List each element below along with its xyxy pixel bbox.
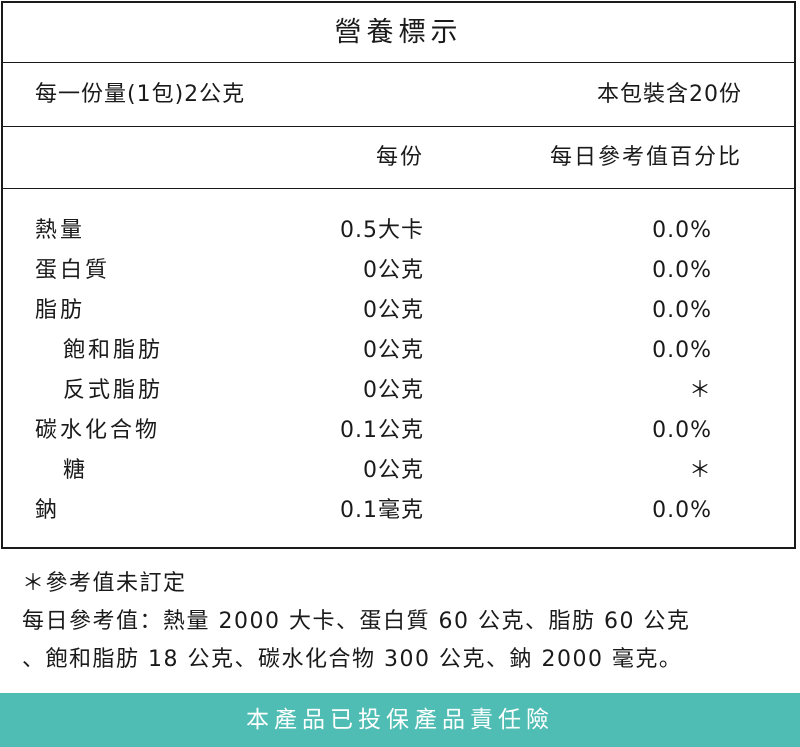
nutrient-amount: 0公克 — [363, 338, 424, 363]
serving-row: 每一份量(1包)2公克 本包裝含20份 — [3, 63, 794, 127]
nutrient-daily-value: 0.0% — [652, 258, 712, 283]
nutrient-list: 熱量 0.5大卡 0.0% 蛋白質 0公克 0.0% 脂肪 0公克 0.0% 飽… — [3, 211, 794, 531]
nutrient-name: 碳水化合物 — [35, 418, 161, 443]
nutrient-name: 飽和脂肪 — [63, 338, 164, 363]
column-header-per-serving: 每份 — [375, 145, 424, 170]
nutrient-amount: 0公克 — [363, 258, 424, 283]
nutrient-name: 糖 — [63, 458, 89, 483]
nutrient-daily-value: 0.0% — [652, 218, 712, 243]
nutrient-name: 反式脂肪 — [63, 378, 164, 403]
column-header-row: 每份 每日參考值百分比 — [3, 127, 794, 189]
nutrient-daily-value: 0.0% — [652, 298, 712, 323]
nutrient-name: 鈉 — [35, 498, 61, 523]
nutrient-daily-value: 0.0% — [652, 498, 712, 523]
nutrient-name: 熱量 — [35, 218, 86, 243]
nutrition-facts-table: 營養標示 每一份量(1包)2公克 本包裝含20份 每份 每日參考值百分比 熱量 … — [1, 1, 796, 549]
nutrient-row-carbohydrate: 碳水化合物 0.1公克 0.0% — [3, 411, 794, 451]
serving-size: 每一份量(1包)2公克 — [35, 82, 246, 107]
nutrient-daily-value: ＊ — [688, 378, 712, 403]
nutrient-daily-value: 0.0% — [652, 338, 712, 363]
nutrient-row-protein: 蛋白質 0公克 0.0% — [3, 251, 794, 291]
nutrient-row-calories: 熱量 0.5大卡 0.0% — [3, 211, 794, 251]
nutrient-row-fat: 脂肪 0公克 0.0% — [3, 291, 794, 331]
title-row: 營養標示 — [3, 3, 794, 63]
nutrient-name: 蛋白質 — [35, 258, 111, 283]
servings-per-package: 本包裝含20份 — [597, 82, 742, 107]
nutrient-amount: 0公克 — [363, 378, 424, 403]
nutrient-amount: 0公克 — [363, 458, 424, 483]
nutrient-daily-value: 0.0% — [652, 418, 712, 443]
nutrient-row-saturated-fat: 飽和脂肪 0公克 0.0% — [3, 331, 794, 371]
daily-reference-line-1: 每日參考值：熱量 2000 大卡、蛋白質 60 公克、脂肪 60 公克 — [22, 609, 691, 634]
nutrient-amount: 0.1毫克 — [340, 498, 424, 523]
nutrient-row-sugar: 糖 0公克 ＊ — [3, 451, 794, 491]
insurance-banner: 本產品已投保產品責任險 — [0, 693, 800, 747]
nutrient-amount: 0公克 — [363, 298, 424, 323]
nutrient-amount: 0.1公克 — [340, 418, 424, 443]
table-title: 營養標示 — [334, 17, 463, 48]
nutrient-daily-value: ＊ — [688, 458, 712, 483]
column-header-daily-value: 每日參考值百分比 — [549, 145, 742, 170]
nutrient-name: 脂肪 — [35, 298, 86, 323]
footnote-not-established: ＊參考值未訂定 — [22, 571, 187, 596]
footnotes: ＊參考值未訂定 每日參考值：熱量 2000 大卡、蛋白質 60 公克、脂肪 60… — [22, 565, 792, 679]
nutrient-amount: 0.5大卡 — [340, 218, 424, 243]
daily-reference-line-2: 、飽和脂肪 18 公克、碳水化合物 300 公克、鈉 2000 毫克。 — [22, 647, 683, 672]
nutrient-row-sodium: 鈉 0.1毫克 0.0% — [3, 491, 794, 531]
nutrient-row-trans-fat: 反式脂肪 0公克 ＊ — [3, 371, 794, 411]
